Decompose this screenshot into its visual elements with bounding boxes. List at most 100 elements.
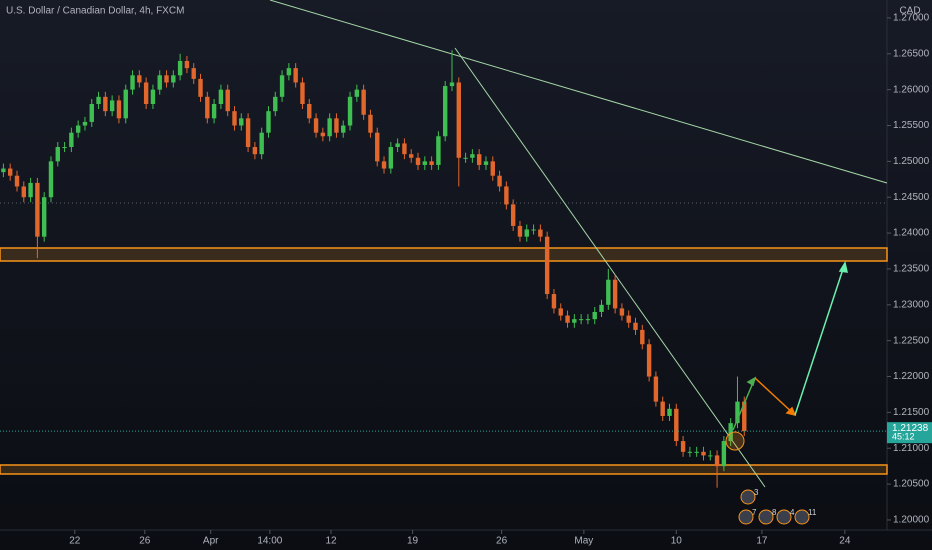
x-tick-label: 19 (407, 536, 419, 547)
candle-body (327, 118, 332, 137)
projection-leg (754, 377, 796, 416)
countdown-label: 45:12 (892, 432, 915, 442)
candle-body (55, 147, 60, 162)
x-tick-label: 17 (756, 536, 768, 547)
candle-body (164, 75, 169, 83)
candle-body (728, 423, 733, 442)
projection-leg (794, 262, 846, 416)
candle-body (742, 401, 747, 432)
last-price-label: 1.21238 (892, 423, 929, 434)
candle-body (307, 103, 312, 119)
candle-body (252, 147, 258, 155)
candle-body (96, 96, 101, 104)
candle-body (442, 86, 448, 137)
last-price-box (887, 422, 932, 444)
candle-body (300, 82, 305, 104)
candle-body (41, 197, 47, 237)
candle-body (1, 168, 6, 173)
candle-body (701, 451, 706, 456)
candle-body (245, 118, 251, 148)
candle-body (721, 441, 727, 467)
event-icon (758, 509, 774, 525)
candle-body (266, 111, 271, 133)
event-count: 4 (790, 508, 795, 517)
x-tick-label: 22 (69, 536, 81, 547)
candle-body (402, 143, 407, 155)
candle-body (286, 68, 292, 76)
candle-body (82, 121, 88, 126)
candle-body (538, 229, 543, 237)
candle-body (687, 451, 693, 453)
candle-body (524, 229, 529, 237)
event-icon (738, 509, 754, 525)
candle-body (375, 132, 380, 162)
y-tick-label: 1.25000 (893, 156, 930, 167)
candle-body (143, 82, 149, 104)
candle-body (28, 182, 33, 198)
candle-body (619, 308, 625, 316)
candle-body (7, 168, 13, 176)
x-tick-label: 10 (671, 536, 683, 547)
candle-body (674, 408, 679, 442)
x-tick-label: May (574, 536, 593, 547)
candle-body (558, 308, 563, 316)
candle-body (171, 75, 176, 83)
y-tick-label: 1.21000 (893, 443, 930, 454)
candle-body (381, 161, 387, 169)
candle-body (680, 441, 686, 452)
candle-body (184, 60, 190, 69)
candle-body (463, 157, 468, 159)
candle-body (449, 82, 455, 87)
candle-body (653, 376, 659, 402)
x-tick-label: 26 (496, 536, 508, 547)
candle-body (123, 89, 128, 119)
candle-body (578, 319, 584, 321)
candle-body (75, 125, 81, 133)
event-icon (794, 509, 810, 525)
chart-title: U.S. Dollar / Canadian Dollar, 4h, FXCM (6, 6, 184, 17)
y-tick-label: 1.24000 (893, 228, 930, 239)
candle-body (409, 154, 414, 158)
candle-body (612, 279, 618, 309)
candle-body (157, 75, 162, 90)
candle-body (341, 125, 346, 133)
candle-body (259, 132, 264, 155)
candle-body (490, 161, 495, 176)
y-tick-label: 1.20000 (893, 515, 930, 526)
candle-body (660, 401, 665, 416)
candle-body (109, 100, 115, 112)
candle-body (531, 229, 536, 231)
arrow-head (785, 406, 797, 417)
candle-body (667, 408, 672, 416)
event-count: 8 (772, 508, 777, 517)
support-zone (0, 464, 888, 475)
candle-body (565, 315, 570, 323)
event-count: 3 (754, 488, 759, 497)
candle-body (551, 294, 557, 309)
candle-body (470, 154, 475, 158)
x-tick-label: Apr (203, 536, 219, 547)
candle-body (150, 89, 156, 104)
candle-body (334, 118, 339, 133)
candle-body (497, 175, 502, 187)
candle-body (735, 401, 740, 424)
candle-body (116, 100, 122, 119)
candle-body (368, 114, 373, 133)
candle-body (456, 82, 461, 158)
arrow-head (838, 261, 848, 273)
y-tick-label: 1.27000 (893, 13, 930, 24)
candle-body (232, 111, 237, 126)
candle-body (504, 186, 509, 205)
candle-body (313, 118, 319, 133)
candle-body (361, 89, 366, 115)
candle-body (279, 75, 285, 97)
candle-body (320, 132, 326, 137)
candle-body (633, 322, 638, 330)
candle-body (211, 103, 217, 119)
y-tick-label: 1.21500 (893, 407, 930, 418)
candle-body (626, 315, 631, 323)
candle-body (708, 455, 713, 457)
y-tick-label: 1.22000 (893, 371, 930, 382)
